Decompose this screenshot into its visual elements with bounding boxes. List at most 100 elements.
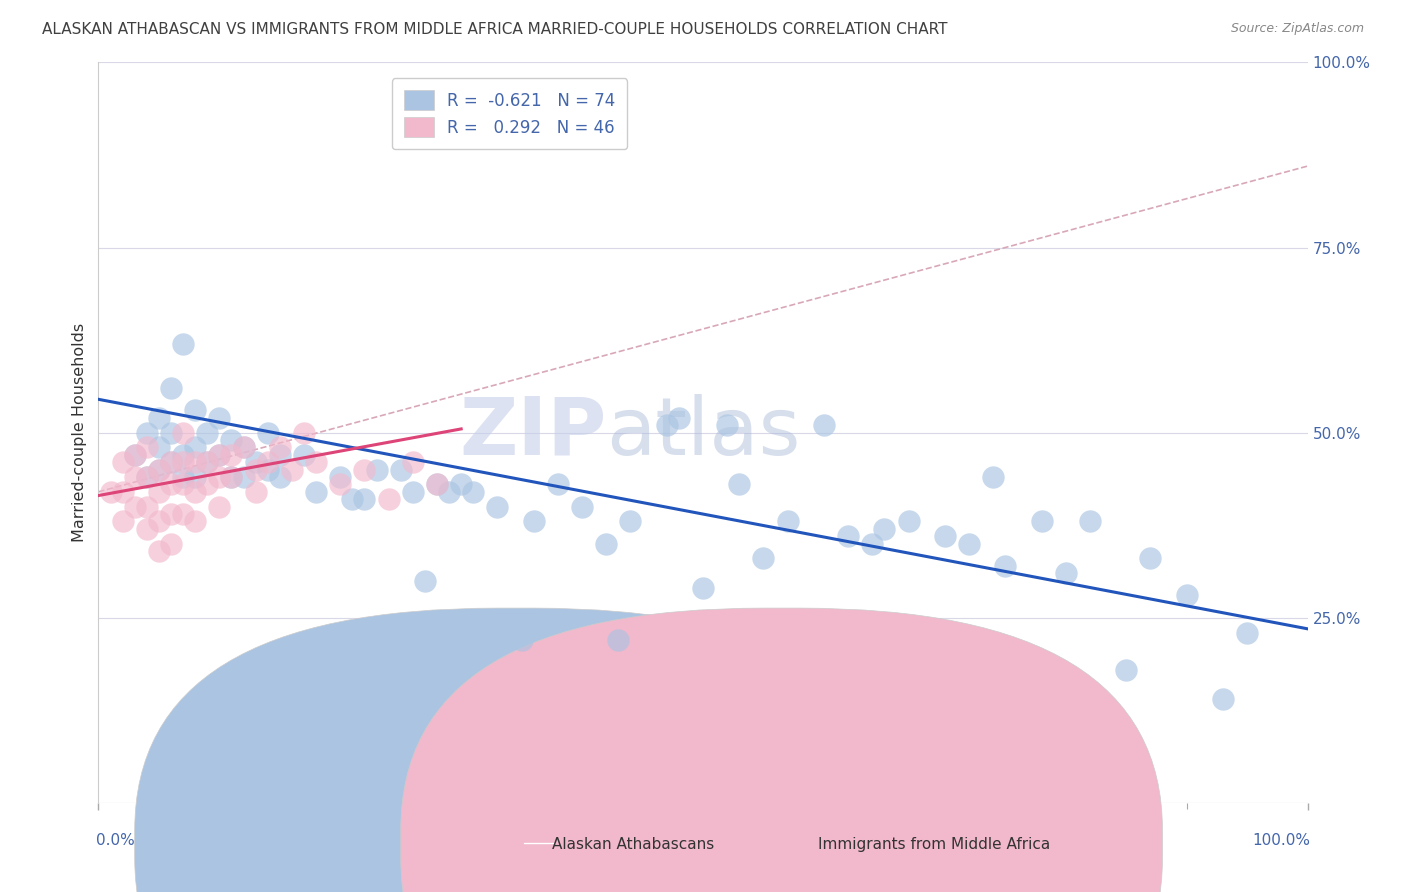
Point bbox=[232, 441, 254, 455]
Point bbox=[221, 470, 243, 484]
Legend: R =  -0.621   N = 74, R =   0.292   N = 46: R = -0.621 N = 74, R = 0.292 N = 46 bbox=[392, 78, 627, 149]
Point bbox=[195, 425, 218, 440]
Point bbox=[450, 477, 472, 491]
Point bbox=[172, 448, 194, 462]
Point bbox=[208, 448, 231, 462]
Point bbox=[728, 477, 751, 491]
Point bbox=[426, 477, 449, 491]
Point bbox=[111, 515, 134, 529]
Point bbox=[208, 410, 231, 425]
Point bbox=[668, 410, 690, 425]
Point bbox=[172, 470, 194, 484]
Text: Alaskan Athabascans: Alaskan Athabascans bbox=[551, 837, 714, 852]
Point bbox=[353, 462, 375, 476]
Point bbox=[957, 536, 980, 550]
Point bbox=[305, 484, 328, 499]
Point bbox=[148, 515, 170, 529]
Point bbox=[195, 455, 218, 469]
Point bbox=[148, 484, 170, 499]
Point bbox=[232, 441, 254, 455]
Text: ALASKAN ATHABASCAN VS IMMIGRANTS FROM MIDDLE AFRICA MARRIED-COUPLE HOUSEHOLDS CO: ALASKAN ATHABASCAN VS IMMIGRANTS FROM MI… bbox=[42, 22, 948, 37]
Point bbox=[172, 425, 194, 440]
Point bbox=[184, 441, 207, 455]
Point bbox=[981, 470, 1004, 484]
Point bbox=[353, 492, 375, 507]
Text: atlas: atlas bbox=[606, 393, 800, 472]
Point bbox=[389, 462, 412, 476]
Point bbox=[860, 536, 883, 550]
Text: ZIP: ZIP bbox=[458, 393, 606, 472]
Point bbox=[897, 515, 920, 529]
Point bbox=[184, 470, 207, 484]
Point bbox=[329, 477, 352, 491]
Point bbox=[752, 551, 775, 566]
Point bbox=[342, 492, 364, 507]
Point bbox=[160, 455, 183, 469]
Point bbox=[148, 462, 170, 476]
Point bbox=[172, 477, 194, 491]
Point bbox=[232, 470, 254, 484]
Point bbox=[402, 455, 425, 469]
Point bbox=[160, 507, 183, 521]
Point bbox=[523, 515, 546, 529]
Point bbox=[413, 574, 436, 588]
Point bbox=[305, 455, 328, 469]
Point bbox=[208, 500, 231, 514]
Point bbox=[172, 455, 194, 469]
Text: 100.0%: 100.0% bbox=[1253, 833, 1310, 848]
Point bbox=[269, 448, 291, 462]
Point bbox=[135, 522, 157, 536]
Point bbox=[184, 515, 207, 529]
Point bbox=[160, 536, 183, 550]
Point bbox=[269, 470, 291, 484]
Text: Immigrants from Middle Africa: Immigrants from Middle Africa bbox=[818, 837, 1050, 852]
Point bbox=[195, 455, 218, 469]
Point bbox=[607, 632, 630, 647]
Point bbox=[486, 500, 509, 514]
Point bbox=[160, 477, 183, 491]
Point bbox=[160, 425, 183, 440]
Point bbox=[135, 500, 157, 514]
Point bbox=[135, 470, 157, 484]
Point bbox=[124, 448, 146, 462]
Point bbox=[377, 492, 399, 507]
Point bbox=[269, 441, 291, 455]
Point bbox=[377, 632, 399, 647]
Point bbox=[437, 484, 460, 499]
Point bbox=[160, 381, 183, 395]
Point bbox=[547, 477, 569, 491]
Point bbox=[195, 477, 218, 491]
Point bbox=[571, 500, 593, 514]
Point bbox=[934, 529, 956, 543]
Point bbox=[366, 462, 388, 476]
Point bbox=[1236, 625, 1258, 640]
Point bbox=[245, 455, 267, 469]
Point bbox=[292, 425, 315, 440]
Point bbox=[813, 418, 835, 433]
Point bbox=[1175, 589, 1198, 603]
Point bbox=[135, 425, 157, 440]
Point bbox=[1054, 566, 1077, 581]
Point bbox=[994, 558, 1017, 573]
Point bbox=[426, 477, 449, 491]
Text: 0.0%: 0.0% bbox=[96, 833, 135, 848]
Point bbox=[124, 470, 146, 484]
Point bbox=[148, 544, 170, 558]
Point bbox=[111, 455, 134, 469]
FancyBboxPatch shape bbox=[401, 608, 1163, 892]
Point bbox=[221, 470, 243, 484]
Text: Source: ZipAtlas.com: Source: ZipAtlas.com bbox=[1230, 22, 1364, 36]
Point bbox=[148, 462, 170, 476]
Point bbox=[329, 470, 352, 484]
Point bbox=[776, 515, 799, 529]
Point bbox=[873, 522, 896, 536]
Point bbox=[1212, 692, 1234, 706]
Point bbox=[221, 433, 243, 447]
Point bbox=[256, 425, 278, 440]
Point bbox=[124, 500, 146, 514]
Point bbox=[184, 455, 207, 469]
Point bbox=[135, 470, 157, 484]
Point bbox=[1139, 551, 1161, 566]
Point bbox=[184, 403, 207, 417]
Point bbox=[256, 455, 278, 469]
